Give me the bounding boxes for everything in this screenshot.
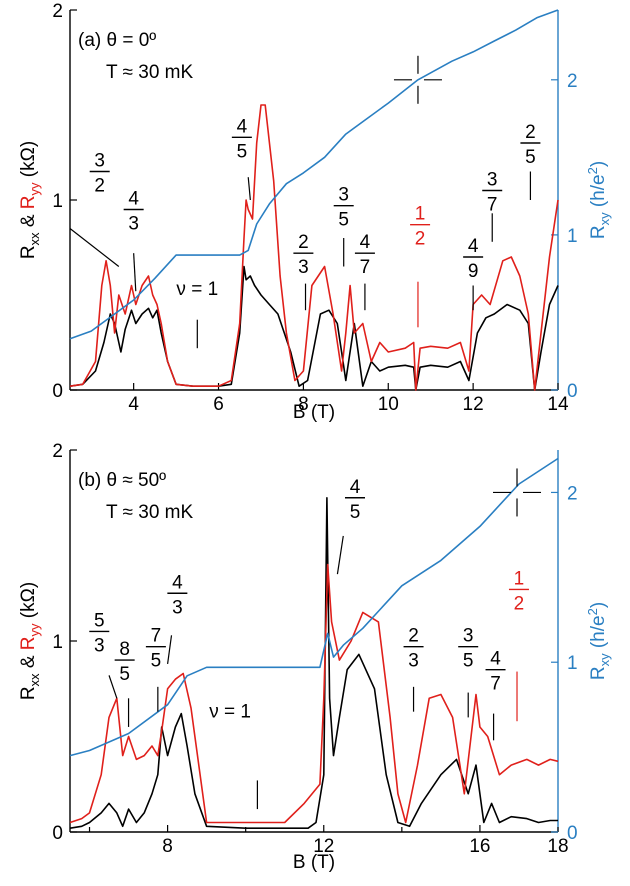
- fraction-denominator: 5: [151, 651, 162, 672]
- fraction-marker: [69, 228, 120, 267]
- y-tick-label-left: 0: [52, 823, 63, 844]
- fraction-marker: [247, 177, 251, 201]
- y-axis-label-left: Rxx & Ryy (kΩ): [18, 141, 42, 259]
- x-tick-label: 12: [313, 836, 334, 857]
- y-tick-label-left: 2: [52, 1, 63, 22]
- fraction-denominator: 5: [119, 664, 130, 685]
- series-rxy: [69, 457, 559, 757]
- fraction-denominator: 7: [360, 257, 371, 278]
- fraction-marker: [133, 253, 137, 292]
- fraction-marker: [336, 535, 344, 575]
- y-axis-label-left: Rxx & Ryy (kΩ): [18, 582, 42, 700]
- fraction-numerator: 4: [237, 116, 248, 137]
- x-tick-label: 18: [547, 836, 568, 857]
- fraction-marker: [108, 675, 118, 699]
- fraction-numerator: 7: [151, 626, 162, 647]
- series-ryy: [69, 563, 559, 824]
- x-tick-label: 10: [378, 394, 399, 415]
- x-tick-label: 12: [463, 394, 484, 415]
- fraction-numerator: 4: [468, 236, 479, 257]
- x-tick-label: 8: [162, 836, 173, 857]
- fraction-denominator: 2: [94, 176, 105, 197]
- filling-factor-label: ν = 1: [176, 279, 218, 300]
- x-tick-label: 14: [547, 394, 569, 415]
- fraction-denominator: 5: [350, 502, 361, 523]
- fraction-numerator: 4: [128, 189, 139, 210]
- x-tick-label: 6: [213, 394, 224, 415]
- y-tick-label-left: 2: [52, 441, 63, 462]
- fraction-denominator: 3: [298, 257, 309, 278]
- y-tick-label-left: 1: [52, 191, 63, 212]
- fraction-denominator: 9: [468, 261, 479, 282]
- fraction-numerator: 4: [350, 477, 361, 498]
- fraction-denominator: 7: [490, 674, 501, 695]
- x-axis-label: B (T): [293, 852, 335, 873]
- fraction-denominator: 5: [338, 210, 349, 231]
- fraction-denominator: 5: [463, 651, 474, 672]
- fraction-denominator: 2: [514, 593, 525, 614]
- fraction-numerator: 3: [94, 151, 105, 172]
- series-rxx: [69, 265, 559, 391]
- fraction-denominator: 3: [172, 597, 183, 618]
- fraction-numerator: 4: [172, 572, 183, 593]
- y-tick-label-left: 1: [52, 632, 63, 653]
- y-tick-label-right: 0: [567, 823, 578, 844]
- x-tick-label: 4: [128, 394, 139, 415]
- y-tick-label-right: 1: [567, 653, 578, 674]
- fraction-numerator: 4: [490, 649, 501, 670]
- fraction-numerator: 2: [408, 626, 419, 647]
- y-tick-label-right: 2: [567, 71, 578, 92]
- fraction-numerator: 2: [525, 122, 536, 143]
- panel-label: (a) θ = 0º: [78, 30, 156, 51]
- series-rxx: [69, 496, 558, 830]
- fraction-marker: [167, 635, 173, 665]
- y-tick-label-right: 2: [567, 483, 578, 504]
- y-axis-label-right: Rxy (h/e2): [585, 161, 612, 239]
- fraction-denominator: 5: [525, 147, 536, 168]
- fraction-numerator: 3: [487, 170, 498, 191]
- temperature-label: T ≈ 30 mK: [106, 502, 193, 523]
- panel-label: (b) θ ≈ 50º: [78, 470, 166, 491]
- fraction-denominator: 7: [487, 195, 498, 216]
- filling-factor-label: ν = 1: [209, 701, 251, 722]
- x-tick-label: 16: [469, 836, 490, 857]
- fraction-numerator: 1: [415, 204, 426, 225]
- temperature-label: T ≈ 30 mK: [106, 62, 193, 83]
- y-tick-label-right: 0: [567, 381, 578, 402]
- fraction-denominator: 3: [128, 214, 139, 235]
- fraction-numerator: 1: [514, 568, 525, 589]
- fraction-denominator: 3: [408, 651, 419, 672]
- fraction-numerator: 2: [298, 232, 309, 253]
- x-tick-label: 8: [298, 394, 309, 415]
- fraction-numerator: 5: [94, 610, 105, 631]
- fraction-denominator: 3: [94, 635, 105, 656]
- y-axis-label-right: Rxy (h/e2): [585, 602, 612, 680]
- x-axis-label: B (T): [293, 402, 335, 423]
- y-tick-label-left: 0: [52, 381, 63, 402]
- fraction-numerator: 3: [463, 626, 474, 647]
- fraction-numerator: 8: [119, 639, 130, 660]
- fraction-numerator: 4: [360, 232, 371, 253]
- fraction-denominator: 2: [415, 229, 426, 250]
- y-tick-label-right: 1: [567, 226, 578, 247]
- series-rxy: [69, 9, 559, 340]
- fraction-denominator: 5: [237, 141, 248, 162]
- fraction-numerator: 3: [338, 185, 349, 206]
